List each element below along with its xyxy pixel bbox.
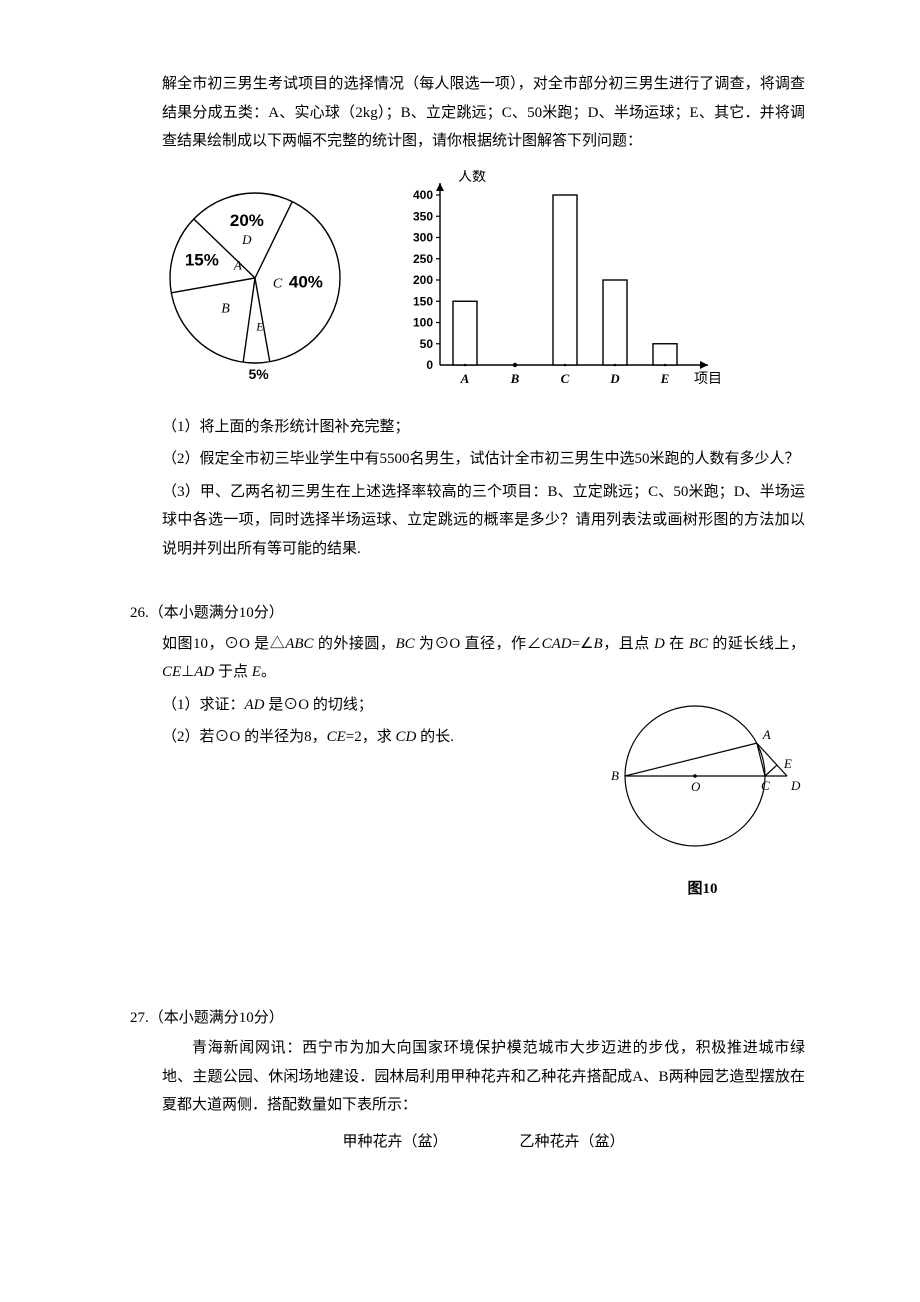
q27-paragraph: 青海新闻网讯：西宁市为加大向国家环境保护模范城市大步迈进的步伐，积极推进城市绿地… bbox=[162, 1034, 805, 1120]
t: D bbox=[654, 636, 665, 652]
q26-figure-caption: 图10 bbox=[600, 875, 805, 904]
svg-text:0: 0 bbox=[426, 358, 433, 372]
svg-text:C: C bbox=[273, 276, 283, 291]
t: CE bbox=[162, 664, 181, 680]
t: CAD bbox=[542, 636, 572, 652]
question-27: 27.（本小题满分10分） 青海新闻网讯：西宁市为加大向国家环境保护模范城市大步… bbox=[130, 1004, 805, 1157]
t: CD bbox=[395, 729, 416, 745]
t: E bbox=[252, 664, 261, 680]
svg-text:250: 250 bbox=[413, 251, 433, 265]
svg-text:B: B bbox=[221, 301, 230, 316]
svg-text:E: E bbox=[660, 371, 670, 386]
q26-statement: 如图10，⊙O 是△ABC 的外接圆，BC 为⊙O 直径，作∠CAD=∠B，且点… bbox=[162, 630, 805, 687]
t: 的延长线上， bbox=[708, 636, 805, 652]
svg-text:400: 400 bbox=[413, 188, 433, 202]
svg-text:150: 150 bbox=[413, 294, 433, 308]
t: （2）若⊙O 的半径为8， bbox=[162, 729, 327, 745]
svg-text:D: D bbox=[241, 231, 252, 246]
t: BC bbox=[689, 636, 708, 652]
t: BC bbox=[395, 636, 414, 652]
q26-geometry-figure: A B C DE O bbox=[600, 691, 805, 859]
svg-text:C: C bbox=[561, 371, 570, 386]
svg-text:B: B bbox=[611, 768, 619, 783]
t: （1）求证： bbox=[162, 697, 245, 713]
svg-text:15%: 15% bbox=[185, 250, 219, 269]
svg-text:C: C bbox=[761, 778, 770, 793]
t: 。 bbox=[261, 664, 276, 680]
svg-text:100: 100 bbox=[413, 315, 433, 329]
q26-figure-block: A B C DE O 图10 bbox=[600, 691, 805, 904]
svg-text:50: 50 bbox=[420, 336, 434, 350]
svg-text:D: D bbox=[790, 778, 801, 793]
t: 在 bbox=[665, 636, 689, 652]
svg-text:D: D bbox=[609, 371, 620, 386]
svg-text:300: 300 bbox=[413, 230, 433, 244]
t: 于点 bbox=[214, 664, 252, 680]
intro-paragraph: 解全市初三男生考试项目的选择情况（每人限选一项），对全市部分初三男生进行了调查，… bbox=[162, 70, 805, 156]
q27-heading: 27.（本小题满分10分） bbox=[130, 1004, 805, 1033]
svg-text:200: 200 bbox=[413, 273, 433, 287]
t: AD bbox=[194, 664, 214, 680]
t: 为⊙O 直径，作∠ bbox=[415, 636, 542, 652]
q27-body: 青海新闻网讯：西宁市为加大向国家环境保护模范城市大步迈进的步伐，积极推进城市绿地… bbox=[162, 1034, 805, 1156]
svg-text:E: E bbox=[255, 319, 264, 333]
svg-text:5%: 5% bbox=[248, 365, 269, 379]
q27-table-header-row: 甲种花卉（盆） 乙种花卉（盆） bbox=[162, 1128, 805, 1157]
svg-text:项目: 项目 bbox=[694, 372, 722, 387]
t: AD bbox=[245, 697, 265, 713]
svg-text:人数: 人数 bbox=[458, 170, 486, 185]
t: ⊥ bbox=[181, 664, 194, 680]
q26-body: 如图10，⊙O 是△ABC 的外接圆，BC 为⊙O 直径，作∠CAD=∠B，且点… bbox=[162, 630, 805, 752]
t: ABC bbox=[285, 636, 313, 652]
t: 如图10，⊙O 是△ bbox=[162, 636, 285, 652]
t: B bbox=[594, 636, 603, 652]
table-header-2: 乙种花卉（盆） bbox=[520, 1128, 625, 1157]
t: 的长. bbox=[416, 729, 454, 745]
q26-heading: 26.（本小题满分10分） bbox=[130, 599, 805, 628]
svg-text:A: A bbox=[762, 727, 771, 742]
question-26: 26.（本小题满分10分） 如图10，⊙O 是△ABC 的外接圆，BC 为⊙O … bbox=[130, 599, 805, 904]
q25-sub-questions: （1）将上面的条形统计图补充完整； （2）假定全市初三毕业学生中有5500名男生… bbox=[162, 413, 805, 564]
t: 的外接圆， bbox=[314, 636, 396, 652]
svg-text:A: A bbox=[460, 371, 470, 386]
svg-text:350: 350 bbox=[413, 209, 433, 223]
charts-row: C 40% 20% D 15% A B E 5% 人数项目 0 50 100 150 200 250 300 3… bbox=[150, 170, 805, 395]
svg-text:O: O bbox=[691, 779, 701, 794]
q25-sub3: （3）甲、乙两名初三男生在上述选择率较高的三个项目：B、立定跳远；C、50米跑；… bbox=[162, 478, 805, 564]
svg-text:B: B bbox=[510, 371, 520, 386]
bar-chart: 人数项目 0 50 100 150 200 250 300 350 400 A B C D E bbox=[390, 170, 730, 395]
svg-text:20%: 20% bbox=[230, 210, 264, 229]
table-header-1: 甲种花卉（盆） bbox=[342, 1128, 447, 1157]
t: CE bbox=[327, 729, 346, 745]
t: =∠ bbox=[572, 636, 594, 652]
t: 是⊙O 的切线； bbox=[265, 697, 373, 713]
svg-text:A: A bbox=[233, 257, 242, 272]
svg-text:40%: 40% bbox=[289, 272, 323, 291]
q25-sub1: （1）将上面的条形统计图补充完整； bbox=[162, 413, 805, 442]
t: ，且点 bbox=[603, 636, 654, 652]
svg-text:E: E bbox=[783, 756, 792, 771]
pie-chart: C 40% 20% D 15% A B E 5% bbox=[150, 170, 360, 380]
q25-sub2: （2）假定全市初三毕业学生中有5500名男生，试估计全市初三男生中选50米跑的人… bbox=[162, 445, 805, 474]
t: =2，求 bbox=[346, 729, 396, 745]
